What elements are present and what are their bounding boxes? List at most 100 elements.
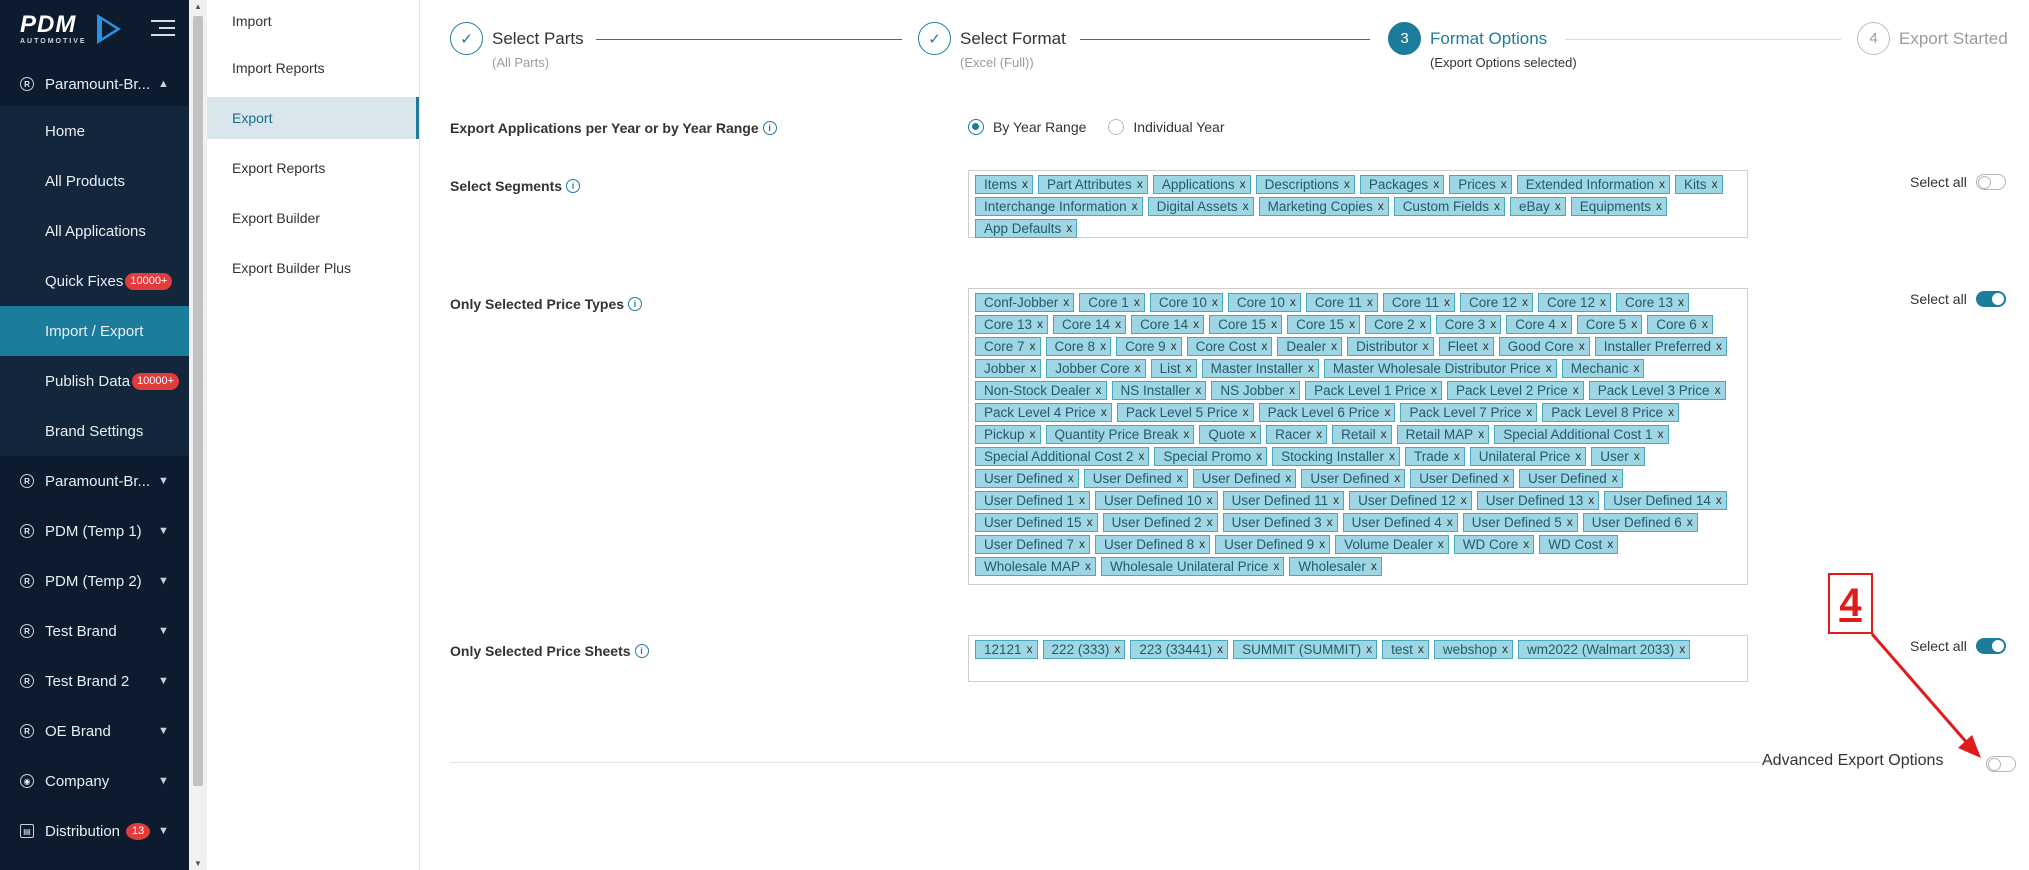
remove-tag-icon[interactable]: x [1114,642,1121,656]
remove-tag-icon[interactable]: x [1316,427,1323,441]
remove-tag-icon[interactable]: x [1545,361,1552,375]
remove-tag-icon[interactable]: x [1659,177,1666,191]
remove-tag-icon[interactable]: x [1588,493,1595,507]
remove-tag-icon[interactable]: x [1206,515,1213,529]
remove-tag-icon[interactable]: x [1063,295,1070,309]
sidebar-brand-test-brand-2[interactable]: R Test Brand 2 ▼ [0,656,189,706]
sidebar-item-publish-data[interactable]: Publish Data 10000+ [0,356,189,406]
remove-tag-icon[interactable]: x [1138,449,1145,463]
remove-tag-icon[interactable]: x [1256,449,1263,463]
remove-tag-icon[interactable]: x [1566,515,1573,529]
sidebar-brand-paramount-expanded[interactable]: R Paramount-Br... ▲ [0,59,189,109]
remove-tag-icon[interactable]: x [1136,177,1143,191]
remove-tag-icon[interactable]: x [1493,199,1500,213]
remove-tag-icon[interactable]: x [1289,383,1296,397]
remove-tag-icon[interactable]: x [1326,515,1333,529]
remove-tag-icon[interactable]: x [1029,427,1036,441]
price-sheets-multiselect[interactable]: 12121 x 222 (333) x 223 (33441) x SUMMIT (SUMM… [968,635,1748,682]
radio-individual-year[interactable]: Individual Year [1108,119,1224,135]
remove-tag-icon[interactable]: x [1029,339,1036,353]
remove-tag-icon[interactable]: x [1037,317,1044,331]
info-icon[interactable]: i [634,644,649,658]
remove-tag-icon[interactable]: x [1370,559,1377,573]
remove-tag-icon[interactable]: x [1343,177,1350,191]
remove-tag-icon[interactable]: x [1501,642,1508,656]
subnav-export-reports[interactable]: Export Reports [232,160,326,176]
remove-tag-icon[interactable]: x [1250,427,1257,441]
scroll-up-icon[interactable]: ▲ [194,2,202,11]
remove-tag-icon[interactable]: x [1185,361,1192,375]
remove-tag-icon[interactable]: x [1523,537,1530,551]
sidebar-brand-oe-brand[interactable]: R OE Brand ▼ [0,706,189,756]
sidebar-scrollbar[interactable]: ▲ ▼ [189,0,207,870]
remove-tag-icon[interactable]: x [1433,177,1440,191]
advanced-export-options-toggle[interactable] [1986,756,2016,772]
remove-tag-icon[interactable]: x [1183,427,1190,441]
remove-tag-icon[interactable]: x [1656,199,1663,213]
remove-tag-icon[interactable]: x [1242,199,1249,213]
remove-tag-icon[interactable]: x [1419,317,1426,331]
remove-tag-icon[interactable]: x [1388,449,1395,463]
remove-tag-icon[interactable]: x [1711,177,1718,191]
remove-tag-icon[interactable]: x [1686,515,1693,529]
remove-tag-icon[interactable]: x [1678,295,1685,309]
remove-tag-icon[interactable]: x [1384,405,1391,419]
remove-tag-icon[interactable]: x [1578,339,1585,353]
remove-tag-icon[interactable]: x [1554,199,1561,213]
remove-tag-icon[interactable]: x [1422,339,1429,353]
remove-tag-icon[interactable]: x [1600,295,1607,309]
remove-tag-icon[interactable]: x [1607,537,1614,551]
remove-tag-icon[interactable]: x [1067,471,1074,485]
remove-tag-icon[interactable]: x [1679,642,1686,656]
remove-tag-icon[interactable]: x [1502,471,1509,485]
remove-tag-icon[interactable]: x [1657,427,1664,441]
remove-tag-icon[interactable]: x [1490,317,1497,331]
remove-tag-icon[interactable]: x [1482,339,1489,353]
collapse-menu-icon[interactable] [151,20,175,38]
remove-tag-icon[interactable]: x [1133,295,1140,309]
remove-tag-icon[interactable]: x [1217,642,1224,656]
sidebar-item-brand-settings[interactable]: Brand Settings [0,406,189,456]
remove-tag-icon[interactable]: x [1430,383,1437,397]
sidebar-item-all-applications[interactable]: All Applications [0,206,189,256]
remove-tag-icon[interactable]: x [1271,317,1278,331]
segments-multiselect[interactable]: Items x Part Attributes x Applications x Descr… [968,170,1748,238]
segments-select-all-toggle[interactable] [1975,174,2006,190]
remove-tag-icon[interactable]: x [1446,515,1453,529]
remove-tag-icon[interactable]: x [1478,427,1485,441]
sidebar-item-home[interactable]: Home [0,106,189,156]
subnav-export[interactable]: Export [207,97,419,139]
remove-tag-icon[interactable]: x [1195,383,1202,397]
remove-tag-icon[interactable]: x [1199,537,1206,551]
remove-tag-icon[interactable]: x [1633,361,1640,375]
remove-tag-icon[interactable]: x [1273,559,1280,573]
wizard-step-format-options[interactable]: 3 Format Options (Export Options selecte… [1388,22,1577,70]
remove-tag-icon[interactable]: x [1115,317,1122,331]
price-types-multiselect[interactable]: Conf-Jobber x Core 1 x Core 10 x Core 10 x Core … [968,288,1748,585]
remove-tag-icon[interactable]: x [1289,295,1296,309]
remove-tag-icon[interactable]: x [1030,361,1037,375]
sidebar-item-company[interactable]: ◉ Company ▼ [0,756,189,806]
scroll-down-icon[interactable]: ▼ [194,859,202,868]
subnav-import[interactable]: Import [232,13,272,29]
sidebar-item-all-products[interactable]: All Products [0,156,189,206]
remove-tag-icon[interactable]: x [1701,317,1708,331]
price-sheets-select-all-toggle[interactable] [1975,638,2006,654]
remove-tag-icon[interactable]: x [1066,221,1073,235]
remove-tag-icon[interactable]: x [1714,383,1721,397]
scrollbar-thumb[interactable] [193,16,203,786]
remove-tag-icon[interactable]: x [1575,449,1582,463]
price-sheets-select-all[interactable]: Select all [1910,638,2006,654]
remove-tag-icon[interactable]: x [1170,339,1177,353]
remove-tag-icon[interactable]: x [1366,295,1373,309]
info-icon[interactable]: i [762,121,777,135]
remove-tag-icon[interactable]: x [1631,317,1638,331]
remove-tag-icon[interactable]: x [1206,493,1213,507]
info-icon[interactable]: i [566,179,581,193]
remove-tag-icon[interactable]: x [1285,471,1292,485]
sidebar-brand-paramount[interactable]: R Paramount-Br... ▼ [0,456,189,506]
remove-tag-icon[interactable]: x [1095,383,1102,397]
remove-tag-icon[interactable]: x [1437,537,1444,551]
info-icon[interactable]: i [628,297,643,311]
remove-tag-icon[interactable]: x [1239,177,1246,191]
